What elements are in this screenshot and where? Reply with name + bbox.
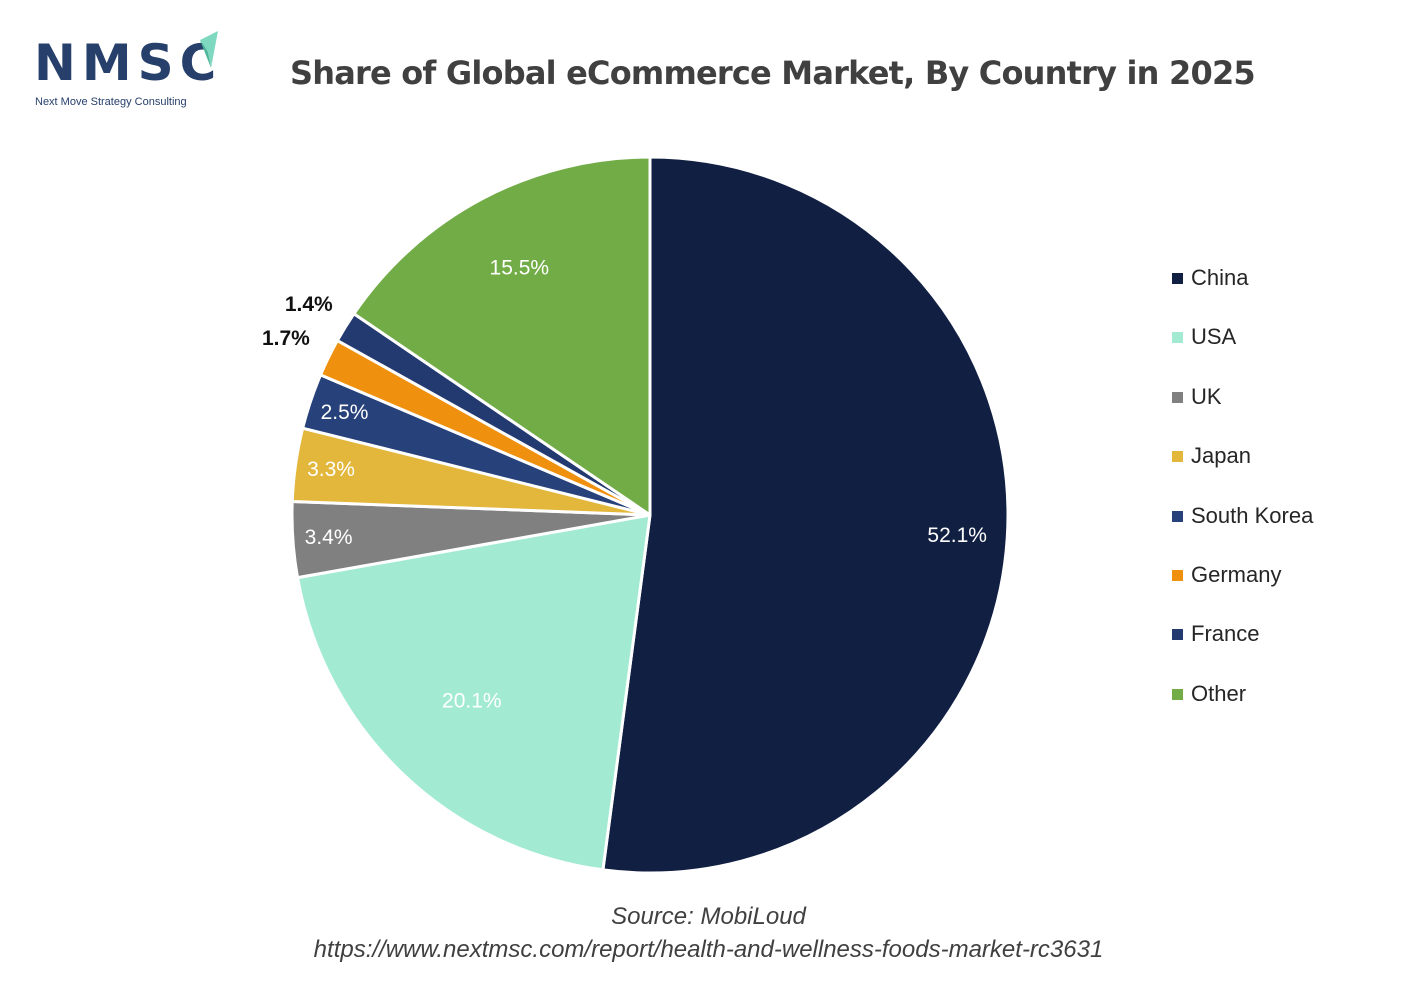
data-label-other: 15.5% xyxy=(490,257,550,280)
legend-item-usa: USA xyxy=(1172,322,1313,381)
legend-item-germany: Germany xyxy=(1172,560,1313,619)
legend-swatch xyxy=(1172,391,1183,403)
chart-source: Source: MobiLoud https://www.nextmsc.com… xyxy=(0,900,1417,966)
pie-slice-usa xyxy=(296,513,652,872)
legend-label: UK xyxy=(1191,383,1222,409)
legend-label: South Korea xyxy=(1191,502,1314,528)
legend-swatch xyxy=(1172,510,1183,522)
company-logo: NMSC Next Move Strategy Consulting xyxy=(34,30,224,112)
pie-slice-other xyxy=(352,155,652,517)
legend-swatch xyxy=(1172,273,1183,284)
legend-label: China xyxy=(1191,265,1249,290)
legend-swatch xyxy=(1172,451,1183,463)
pie-slice-china xyxy=(601,155,1010,875)
chart-legend: China USA UK Japan South Korea Germany France O… xyxy=(1172,263,1313,738)
legend-item-france: France xyxy=(1172,619,1313,678)
legend-label: France xyxy=(1191,621,1260,647)
source-text: Source: MobiLoud xyxy=(611,903,806,930)
data-label-china: 52.1% xyxy=(927,524,987,547)
source-url: https://www.nextmsc.com/report/health-an… xyxy=(313,936,1104,963)
legend-swatch xyxy=(1172,688,1183,700)
data-label-germany: 1.7% xyxy=(262,327,310,350)
legend-swatch xyxy=(1172,332,1183,344)
logo-arrow-icon xyxy=(200,31,218,68)
legend-item-other: Other xyxy=(1172,679,1313,738)
legend-label: Other xyxy=(1191,680,1247,706)
data-label-south-korea: 2.5% xyxy=(321,401,369,424)
data-label-france: 1.4% xyxy=(285,293,333,316)
legend-label: Japan xyxy=(1191,443,1251,469)
legend-item-japan: Japan xyxy=(1172,441,1313,500)
legend-item-china: China xyxy=(1172,263,1313,322)
legend-item-south-korea: South Korea xyxy=(1172,501,1313,560)
legend-label: USA xyxy=(1191,324,1237,350)
legend-item-uk: UK xyxy=(1172,382,1313,441)
data-label-uk: 3.4% xyxy=(305,526,353,549)
pie-slices xyxy=(290,155,1010,875)
pie-data-labels: 52.1% 20.1% 3.4% 3.3% 2.5% 1.7% 1.4% 15.5% xyxy=(262,257,987,713)
legend-label: Germany xyxy=(1191,561,1282,587)
chart-title: Share of Global eCommerce Market, By Cou… xyxy=(290,54,1256,92)
legend-swatch xyxy=(1172,629,1183,641)
pie-chart: 52.1% 20.1% 3.4% 3.3% 2.5% 1.7% 1.4% 15.5% xyxy=(262,155,1010,875)
legend-swatch xyxy=(1172,569,1183,581)
data-label-japan: 3.3% xyxy=(307,458,355,481)
logo-subtext: Next Move Strategy Consulting xyxy=(35,96,187,108)
data-label-usa: 20.1% xyxy=(442,690,502,713)
logo-text: NMSC xyxy=(34,34,223,92)
